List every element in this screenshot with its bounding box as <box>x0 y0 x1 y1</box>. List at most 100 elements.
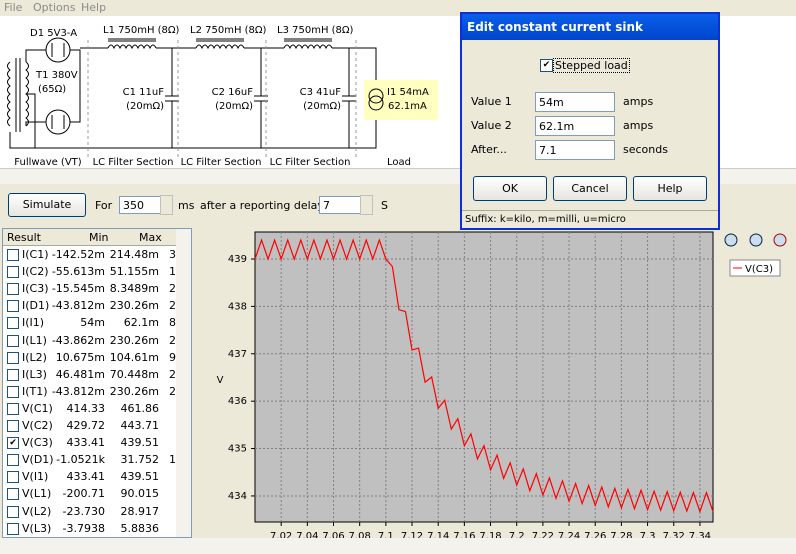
row-checkbox[interactable] <box>7 300 19 313</box>
row-checkbox[interactable] <box>7 505 19 518</box>
row-checkbox[interactable] <box>7 334 19 347</box>
row-min: 414.33 <box>66 401 106 415</box>
row-checkbox[interactable] <box>7 522 19 535</box>
field-label: Value 2 <box>471 119 512 132</box>
x-tick-label: 7.14 <box>427 531 449 538</box>
row-min: -142.52m <box>51 248 105 261</box>
menu-item[interactable]: Help <box>81 1 107 14</box>
row-name: I(T1) <box>22 384 48 398</box>
menu-item[interactable]: File <box>4 1 23 14</box>
y-tick-label: 435 <box>228 444 247 455</box>
checkbox[interactable]: ✔ <box>540 59 553 72</box>
row-checkbox[interactable] <box>7 420 19 432</box>
plot-area <box>254 231 714 523</box>
zoom-out[interactable] <box>749 233 763 247</box>
row-cut: 2 <box>169 299 176 313</box>
row-max: 51.155m <box>109 265 159 279</box>
field-input[interactable]: 7.1 <box>535 140 615 160</box>
row-checkbox[interactable] <box>7 351 19 364</box>
row-max: 90.015 <box>120 487 160 501</box>
label: S <box>381 199 388 212</box>
row-checkbox[interactable] <box>7 454 19 467</box>
row-min: 433.41 <box>66 470 106 484</box>
row-cut: 1 <box>169 265 176 279</box>
row-name: V(L1) <box>22 487 52 501</box>
row-name: I(C2) <box>22 265 49 279</box>
field-input[interactable]: 62.1m <box>535 116 615 136</box>
dialog-button[interactable]: OK <box>473 176 547 201</box>
spinner[interactable] <box>360 195 373 215</box>
header-cell[interactable]: Max <box>139 231 162 244</box>
field-input[interactable]: 54m <box>535 92 615 112</box>
x-tick-label: 7.2 <box>509 531 525 538</box>
label: LC Filter Section <box>93 157 174 168</box>
row-max: 104.61m <box>109 350 159 364</box>
row-checkbox[interactable]: ✔ <box>7 437 19 450</box>
row-checkbox[interactable] <box>7 283 19 296</box>
v-scrollbar[interactable] <box>176 229 191 537</box>
row-max: 62.1m <box>123 316 159 330</box>
separator <box>462 210 718 211</box>
field-unit: amps <box>623 119 654 132</box>
duration-input[interactable]: 350 <box>119 196 161 214</box>
row-cut: 2 <box>169 333 176 347</box>
header-cell[interactable]: Result <box>7 231 41 244</box>
x-tick-label: 7.28 <box>610 531 632 538</box>
label: L2 750mH (8Ω) <box>190 25 267 36</box>
checkbox-label[interactable]: Stepped load <box>553 58 630 73</box>
label: For <box>95 199 113 212</box>
row-checkbox[interactable] <box>7 471 19 484</box>
row-checkbox[interactable] <box>7 368 19 381</box>
dialog-button[interactable]: Help <box>633 176 707 201</box>
row-name: I(C3) <box>22 282 49 296</box>
plot-panel: V 434 435 436 437 438 439 7.02 7.04 7.06 7.08 7.1 7… <box>217 231 787 538</box>
y-axis-label: V <box>217 375 224 386</box>
row-name: V(C1) <box>22 401 53 415</box>
row-checkbox[interactable] <box>7 402 19 415</box>
row-name: V(L3) <box>22 521 52 535</box>
results-table: Result Min Max I(C1) -142.52m 214.48m 3 I(C2… <box>2 228 192 538</box>
x-tick-label: 7.3 <box>640 531 656 538</box>
label: C1 11uF <box>123 87 165 98</box>
row-name: V(L2) <box>22 504 52 518</box>
x-tick-label: 7.12 <box>401 531 423 538</box>
row-checkbox[interactable] <box>7 317 19 330</box>
row-max: 8.3489m <box>109 282 159 296</box>
spinner[interactable] <box>160 195 173 215</box>
bottom-scrollbar[interactable] <box>0 538 796 554</box>
row-min: -43.862m <box>51 333 105 347</box>
zoom-in[interactable] <box>724 233 738 247</box>
row-checkbox[interactable] <box>7 249 19 261</box>
delay-input[interactable]: 7 <box>319 196 361 214</box>
row-max: 70.448m <box>109 367 159 381</box>
label: (65Ω) <box>38 84 66 95</box>
row-name: I(I1) <box>22 316 45 330</box>
x-tick-label: 7.08 <box>349 531 371 538</box>
x-tick-label: 7.34 <box>689 531 711 538</box>
x-tick-label: 7.18 <box>479 531 501 538</box>
row-name: V(I1) <box>22 470 49 484</box>
header-cell[interactable]: Min <box>89 231 109 244</box>
zoom-reset[interactable] <box>773 233 787 247</box>
row-max: 230.26m <box>109 333 159 347</box>
row-cut: 9 <box>169 350 176 364</box>
row-max: 439.51 <box>120 470 160 484</box>
legend-label: V(C3) <box>745 264 773 275</box>
row-checkbox[interactable] <box>7 266 19 279</box>
label: C2 16uF <box>212 87 254 98</box>
row-name: V(C3) <box>22 436 53 450</box>
row-min: 433.41 <box>66 436 106 450</box>
menu-item[interactable]: Options <box>33 1 76 14</box>
label: T1 380V <box>35 70 78 81</box>
row-min: -200.71 <box>62 487 105 501</box>
simulate-button[interactable]: Simulate <box>8 193 86 217</box>
row-checkbox[interactable] <box>7 488 19 501</box>
x-tick-label: 7.22 <box>532 531 554 538</box>
dialog-button[interactable]: Cancel <box>553 176 627 201</box>
row-checkbox[interactable] <box>7 385 19 398</box>
row-name: I(C1) <box>22 248 49 261</box>
x-tick-label: 7.1 <box>378 531 394 538</box>
row-min: 54m <box>80 316 105 330</box>
label: Load <box>387 157 411 168</box>
